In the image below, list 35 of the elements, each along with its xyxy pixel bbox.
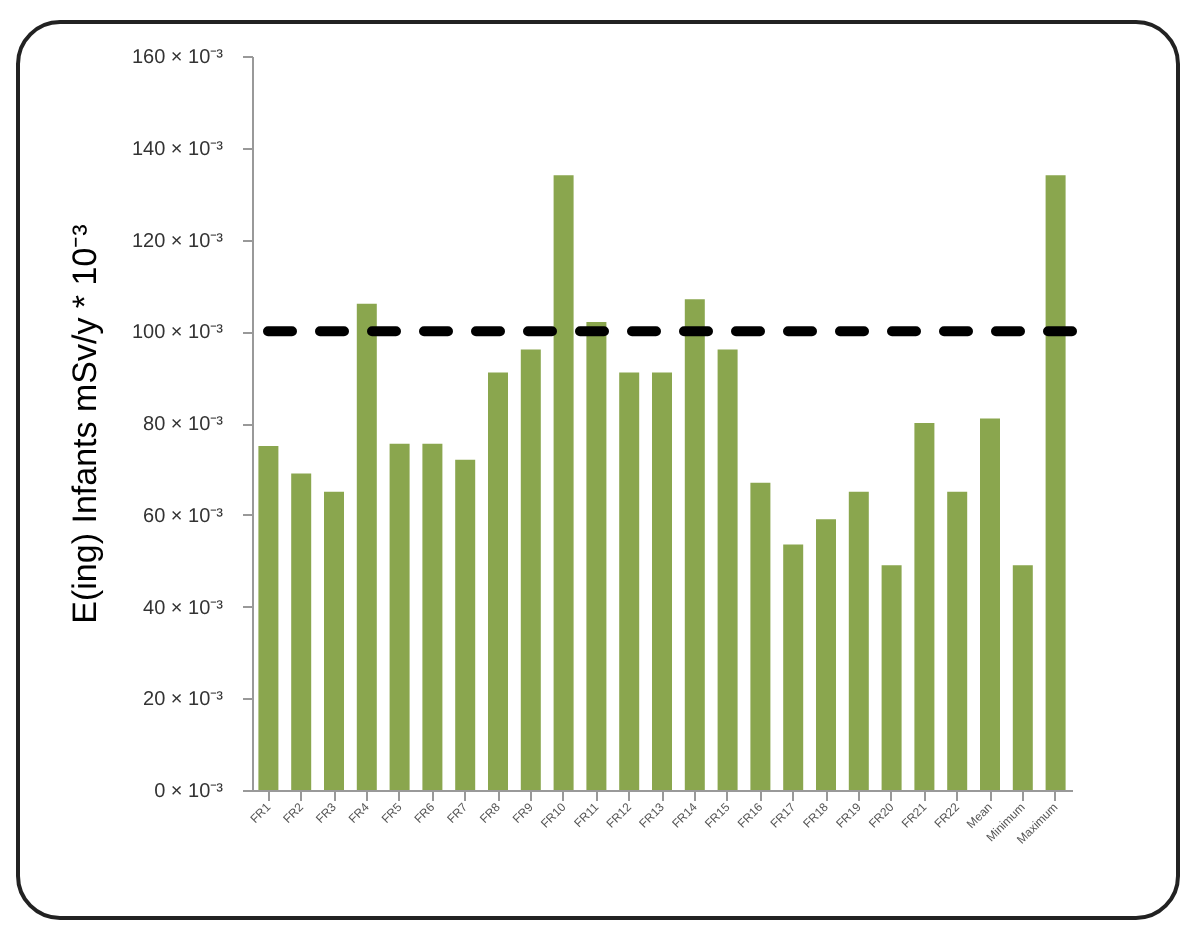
bar (586, 322, 607, 790)
bar (881, 565, 902, 790)
y-tick-label: 40 × 10⁻³ (143, 597, 225, 620)
bar (750, 482, 771, 790)
bar (422, 443, 443, 790)
bar (717, 349, 738, 790)
bar (356, 303, 377, 790)
bar (947, 491, 968, 790)
y-tick-label: 140 × 10⁻³ (131, 138, 225, 161)
bar (520, 349, 541, 790)
bar (553, 175, 574, 790)
y-tick-label: 60 × 10⁻³ (143, 505, 225, 528)
y-tick-label: 100 × 10⁻³ (131, 322, 225, 345)
bar (619, 372, 640, 790)
bar (1012, 565, 1033, 790)
y-tick-label: 120 × 10⁻³ (131, 230, 225, 253)
bar (684, 299, 705, 790)
y-tick-label: 80 × 10⁻³ (143, 414, 225, 436)
bar (455, 459, 476, 790)
y-axis-title: E(ing) Infants mSv/y * 10⁻³ (65, 223, 104, 624)
bar (389, 443, 410, 790)
bar (488, 372, 508, 790)
bar (848, 491, 869, 790)
y-tick-label: 20 × 10⁻³ (143, 689, 225, 712)
bar (1045, 175, 1066, 790)
y-tick-label: 0 × 10⁻³ (154, 781, 225, 803)
bar (980, 418, 1000, 790)
bar (291, 473, 312, 790)
bar (652, 372, 672, 790)
y-tick-label: 160 × 10⁻³ (131, 47, 225, 69)
bar (783, 544, 804, 790)
bar (258, 445, 279, 790)
bar (914, 423, 935, 790)
bar (816, 519, 836, 790)
bar (324, 491, 344, 790)
